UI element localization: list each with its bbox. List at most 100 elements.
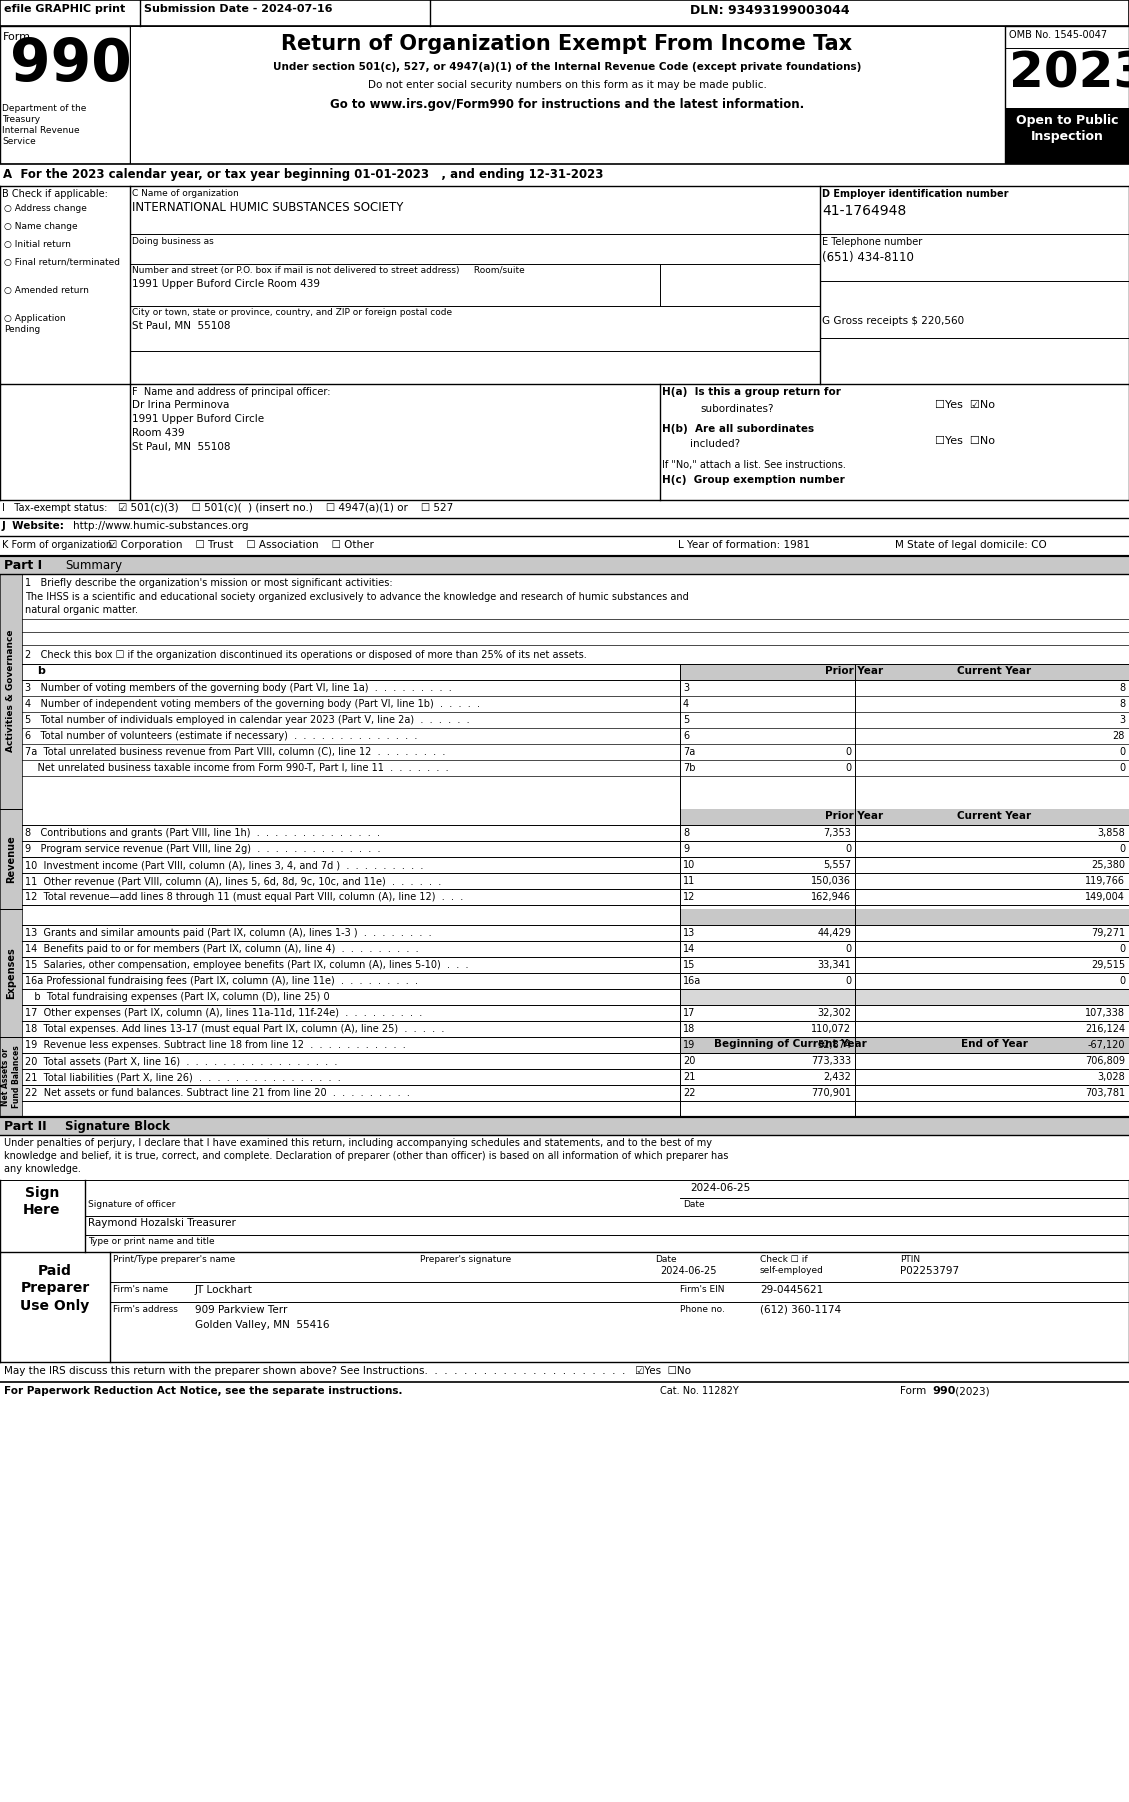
Text: Type or print name and title: Type or print name and title [88,1236,215,1245]
Text: 770,901: 770,901 [811,1088,851,1097]
Text: Prior Year: Prior Year [825,667,883,676]
Text: J  Website:: J Website: [2,521,64,532]
Text: Department of the
Treasury
Internal Revenue
Service: Department of the Treasury Internal Reve… [2,105,87,146]
Text: City or town, state or province, country, and ZIP or foreign postal code: City or town, state or province, country… [132,308,452,317]
Text: 19  Revenue less expenses. Subtract line 18 from line 12  .  .  .  .  .  .  .  .: 19 Revenue less expenses. Subtract line … [25,1040,405,1051]
Text: Under section 501(c), 527, or 4947(a)(1) of the Internal Revenue Code (except pr: Under section 501(c), 527, or 4947(a)(1)… [273,61,861,72]
Text: 18: 18 [683,1024,695,1034]
Text: 2024-06-25: 2024-06-25 [660,1267,717,1276]
Text: Doing business as: Doing business as [132,238,213,247]
Text: I   Tax-exempt status:: I Tax-exempt status: [2,503,107,514]
Text: included?: included? [690,440,741,449]
Text: M State of legal domicile: CO: M State of legal domicile: CO [895,541,1047,550]
Text: 10: 10 [683,860,695,870]
Bar [0,575,21,809]
Text: For Paperwork Reduction Act Notice, see the separate instructions.: For Paperwork Reduction Act Notice, see … [5,1386,403,1397]
Text: 21: 21 [683,1072,695,1081]
Text: ☑ 501(c)(3)    ☐ 501(c)(  ) (insert no.)    ☐ 4947(a)(1) or    ☐ 527: ☑ 501(c)(3) ☐ 501(c)( ) (insert no.) ☐ 4… [119,503,453,514]
Text: (651) 434-8110: (651) 434-8110 [822,250,913,265]
Text: ○ Initial return: ○ Initial return [5,240,71,249]
Text: 990: 990 [933,1386,955,1397]
Text: H(b)  Are all subordinates: H(b) Are all subordinates [662,423,814,434]
Text: 32,302: 32,302 [817,1007,851,1018]
Text: 22  Net assets or fund balances. Subtract line 21 from line 20  .  .  .  .  .  .: 22 Net assets or fund balances. Subtract… [25,1088,410,1097]
Bar [680,908,1129,924]
Text: Firm's address: Firm's address [113,1305,178,1314]
Text: 3,858: 3,858 [1097,827,1124,838]
Text: 0: 0 [1119,843,1124,854]
Text: End of Year: End of Year [961,1040,1027,1049]
Text: OMB No. 1545-0047: OMB No. 1545-0047 [1009,31,1108,40]
Text: 0: 0 [844,748,851,757]
Text: 3: 3 [1119,715,1124,724]
Text: 909 Parkview Terr: 909 Parkview Terr [195,1305,288,1315]
Text: 13: 13 [683,928,695,939]
Text: Cat. No. 11282Y: Cat. No. 11282Y [660,1386,738,1397]
Text: ○ Final return/terminated: ○ Final return/terminated [5,258,120,267]
Text: Firm's name: Firm's name [113,1285,168,1294]
Text: 5   Total number of individuals employed in calendar year 2023 (Part V, line 2a): 5 Total number of individuals employed i… [25,715,470,724]
Text: Net Assets or
Fund Balances: Net Assets or Fund Balances [1,1045,20,1108]
Text: http://www.humic-substances.org: http://www.humic-substances.org [73,521,248,532]
Text: 13  Grants and similar amounts paid (Part IX, column (A), lines 1-3 )  .  .  .  : 13 Grants and similar amounts paid (Part… [25,928,431,939]
Bar [1005,25,1129,164]
Bar [0,1036,21,1117]
Text: PTIN: PTIN [900,1254,920,1263]
Text: 7a: 7a [683,748,695,757]
Text: 29,515: 29,515 [1091,960,1124,969]
Text: 12: 12 [683,892,695,903]
Text: 10  Investment income (Part VIII, column (A), lines 3, 4, and 7d )  .  .  .  .  : 10 Investment income (Part VIII, column … [25,860,423,870]
Text: 14  Benefits paid to or for members (Part IX, column (A), line 4)  .  .  .  .  .: 14 Benefits paid to or for members (Part… [25,944,419,953]
Text: 4: 4 [683,699,689,708]
Text: 17: 17 [683,1007,695,1018]
Text: A  For the 2023 calendar year, or tax year beginning 01-01-2023   , and ending 1: A For the 2023 calendar year, or tax yea… [3,168,603,180]
Text: B Check if applicable:: B Check if applicable: [2,189,108,198]
Text: 52,874: 52,874 [817,1040,851,1051]
Text: 9: 9 [683,843,689,854]
Text: Expenses: Expenses [6,948,16,998]
Text: E Telephone number: E Telephone number [822,238,922,247]
Text: 0: 0 [844,977,851,986]
Text: 16a Professional fundraising fees (Part IX, column (A), line 11e)  .  .  .  .  .: 16a Professional fundraising fees (Part … [25,977,418,986]
Bar [680,989,1129,1006]
Text: 15  Salaries, other compensation, employee benefits (Part IX, column (A), lines : 15 Salaries, other compensation, employe… [25,960,469,969]
Bar [680,809,1129,825]
Text: Dr Irina Perminova: Dr Irina Perminova [132,400,229,411]
Text: 12  Total revenue—add lines 8 through 11 (must equal Part VIII, column (A), line: 12 Total revenue—add lines 8 through 11 … [25,892,463,903]
Text: P02253797: P02253797 [900,1267,960,1276]
Text: 15: 15 [683,960,695,969]
Text: 9   Program service revenue (Part VIII, line 2g)  .  .  .  .  .  .  .  .  .  .  : 9 Program service revenue (Part VIII, li… [25,843,380,854]
Text: any knowledge.: any knowledge. [5,1164,81,1173]
Text: ☐Yes  ☐No: ☐Yes ☐No [935,436,995,447]
Text: H(c)  Group exemption number: H(c) Group exemption number [662,476,844,485]
Text: 33,341: 33,341 [817,960,851,969]
Text: natural organic matter.: natural organic matter. [25,605,138,614]
Text: 20: 20 [683,1056,695,1067]
Text: 44,429: 44,429 [817,928,851,939]
Text: Sign
Here: Sign Here [24,1186,61,1218]
Text: -67,120: -67,120 [1087,1040,1124,1051]
Text: Signature Block: Signature Block [65,1121,169,1133]
Bar [0,164,1129,186]
Text: self-employed: self-employed [760,1267,824,1276]
Text: Current Year: Current Year [957,667,1031,676]
Text: St Paul, MN  55108: St Paul, MN 55108 [132,321,230,332]
Text: If "No," attach a list. See instructions.: If "No," attach a list. See instructions… [662,460,846,470]
Text: F  Name and address of principal officer:: F Name and address of principal officer: [132,387,331,396]
Text: Golden Valley, MN  55416: Golden Valley, MN 55416 [195,1321,330,1330]
Text: Do not enter social security numbers on this form as it may be made public.: Do not enter social security numbers on … [368,79,767,90]
Text: 0: 0 [1119,944,1124,953]
Text: Room 439: Room 439 [132,429,185,438]
Text: Firm's EIN: Firm's EIN [680,1285,725,1294]
Text: 3,028: 3,028 [1097,1072,1124,1081]
Text: knowledge and belief, it is true, correct, and complete. Declaration of preparer: knowledge and belief, it is true, correc… [5,1151,728,1160]
Text: 19: 19 [683,1040,695,1051]
Text: Date: Date [683,1200,704,1209]
Text: 150,036: 150,036 [811,876,851,887]
Text: 2024-06-25: 2024-06-25 [690,1182,751,1193]
Text: 2023: 2023 [1009,50,1129,97]
Text: JT Lockhart: JT Lockhart [195,1285,253,1296]
Text: 110,072: 110,072 [811,1024,851,1034]
Text: 0: 0 [844,843,851,854]
Text: 7a  Total unrelated business revenue from Part VIII, column (C), line 12  .  .  : 7a Total unrelated business revenue from… [25,748,445,757]
